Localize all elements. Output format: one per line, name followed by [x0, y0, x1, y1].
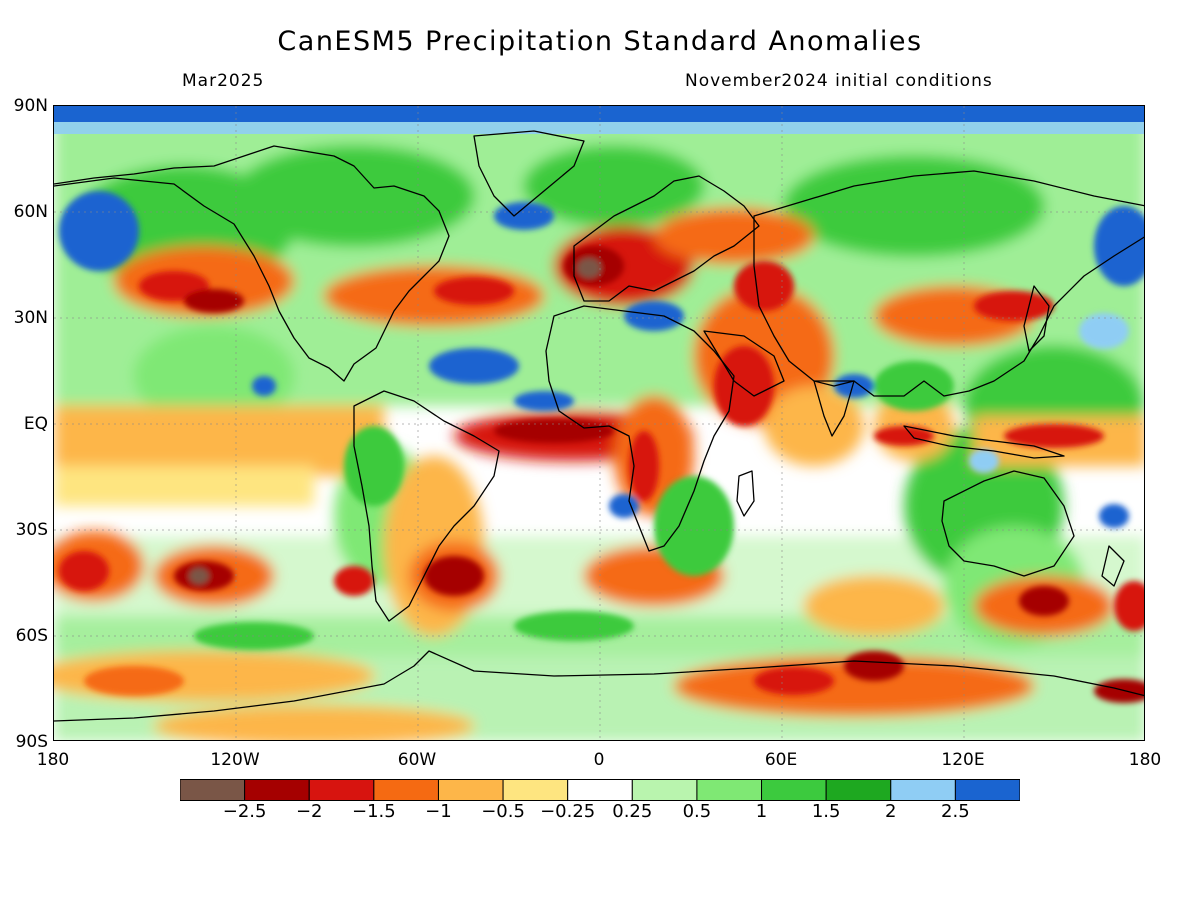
colorbar-swatch	[696, 779, 763, 801]
colorbar-label: −0.25	[540, 801, 596, 822]
lat-label-30n: 30N	[13, 308, 48, 328]
arctic-band-light	[54, 122, 1144, 134]
colorbar-swatch	[373, 779, 439, 801]
coast-madagascar	[736, 470, 755, 517]
colorbar-swatch	[244, 779, 310, 801]
anomaly-map	[54, 106, 1144, 740]
coast-asia	[753, 170, 1144, 397]
lat-label-30s: 30S	[15, 520, 48, 540]
colorbar-label: −1.5	[351, 801, 396, 822]
colorbar-label: 0.5	[682, 801, 712, 822]
coast-arabia	[703, 330, 785, 397]
lat-label-90s: 90S	[15, 732, 48, 752]
initial-conditions: November2024 initial conditions	[685, 71, 993, 91]
colorbar-swatch	[631, 779, 698, 801]
colorbar-label: −2	[295, 801, 323, 822]
lon-label-0: 0	[593, 750, 605, 770]
chart-title: CanESM5 Precipitation Standard Anomalies	[277, 26, 923, 57]
anomaly-field-detail	[59, 191, 1144, 703]
coast-europe	[573, 175, 760, 302]
lon-label-60e: 60E	[764, 750, 798, 770]
colorbar-label: 2	[885, 801, 897, 822]
arctic-band	[54, 106, 1144, 122]
colorbar-swatch	[825, 779, 892, 801]
colorbar-swatch	[890, 779, 956, 801]
coast-africa	[545, 305, 735, 552]
colorbar-swatch	[437, 779, 504, 801]
coast-new-zealand	[1101, 545, 1125, 587]
lon-label-60w: 60W	[397, 750, 437, 770]
lon-label-120w: 120W	[210, 750, 260, 770]
graticule	[54, 106, 1144, 740]
lat-label-90n: 90N	[13, 96, 48, 116]
lon-label-180w: 180	[36, 750, 70, 770]
colorbar-label: −0.5	[481, 801, 525, 822]
coastlines	[54, 130, 1144, 722]
colorbar-swatch	[308, 779, 375, 801]
colorbar-label: 1.5	[811, 801, 841, 822]
colorbar-swatch	[954, 779, 1020, 801]
lon-label-180e: 180	[1128, 750, 1162, 770]
coast-greenland	[473, 130, 585, 217]
lat-label-60n: 60N	[13, 202, 48, 222]
colorbar-label: 1	[755, 801, 768, 822]
coast-australia	[941, 470, 1075, 577]
coast-south-america	[353, 390, 500, 622]
colorbar-swatch	[180, 779, 246, 801]
map-panel	[53, 105, 1145, 741]
colorbar-swatch	[761, 779, 827, 801]
colorbar-label: 2.5	[941, 801, 970, 822]
colorbar-swatch	[567, 779, 633, 801]
lat-label-eq: EQ	[23, 414, 48, 434]
coast-antarctica	[54, 650, 1144, 722]
colorbar-label: −2.5	[222, 801, 267, 822]
lat-label-60s: 60S	[15, 626, 48, 646]
coast-india	[813, 380, 855, 437]
forecast-month: Mar2025	[182, 71, 265, 91]
colorbar-label: 0.25	[612, 801, 653, 822]
colorbar-swatch	[502, 779, 569, 801]
lon-label-120e: 120E	[941, 750, 985, 770]
coast-indonesia	[903, 425, 1065, 459]
coast-japan	[1023, 285, 1050, 352]
colorbar	[180, 779, 1020, 801]
coast-north-america	[54, 145, 450, 382]
colorbar-label: −1	[425, 801, 452, 822]
